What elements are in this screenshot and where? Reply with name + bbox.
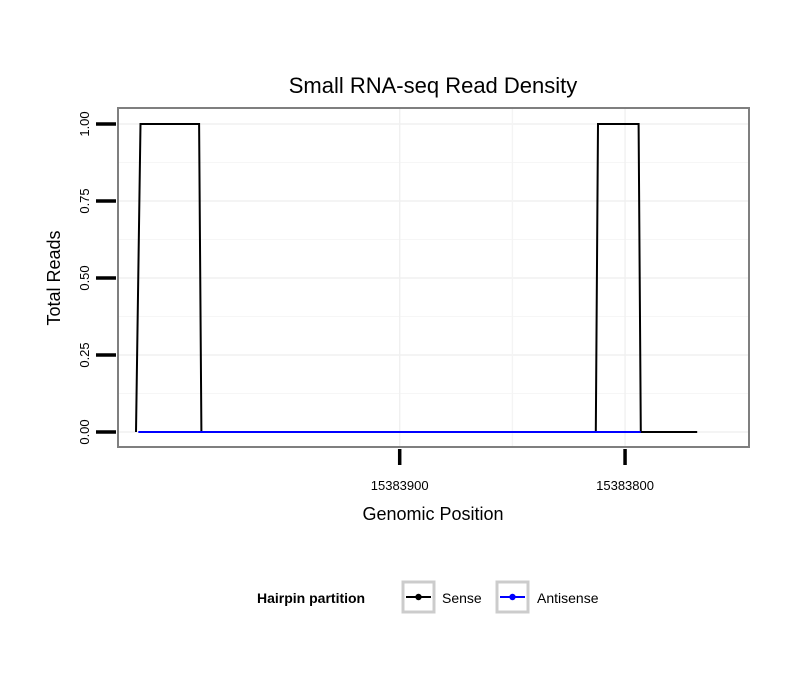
series-layer	[135, 123, 698, 433]
legend: Hairpin partition Sense Antisense	[257, 580, 599, 614]
panel-border	[117, 107, 750, 448]
y-tick-label: 0.25	[77, 342, 92, 367]
grid	[118, 108, 749, 447]
x-tick-label: 15383900	[371, 478, 429, 493]
x-tick-label: 15383800	[596, 478, 654, 493]
y-tick-label: 1.00	[77, 111, 92, 136]
y-tick-label: 0.50	[77, 265, 92, 290]
legend-point-antisense	[509, 593, 516, 601]
axes: 0.00 0.25 0.50 0.75 1.00 15383900 15383800	[77, 111, 654, 493]
y-axis-title: Total Reads	[44, 230, 64, 325]
y-tick-label: 0.75	[77, 188, 92, 213]
legend-label-antisense: Antisense	[537, 590, 599, 606]
x-axis-title: Genomic Position	[362, 504, 503, 524]
legend-label-sense: Sense	[442, 590, 482, 606]
chart-title: Small RNA-seq Read Density	[289, 73, 578, 98]
legend-point-sense	[415, 593, 422, 601]
legend-title: Hairpin partition	[257, 590, 365, 606]
y-tick-label: 0.00	[77, 419, 92, 444]
